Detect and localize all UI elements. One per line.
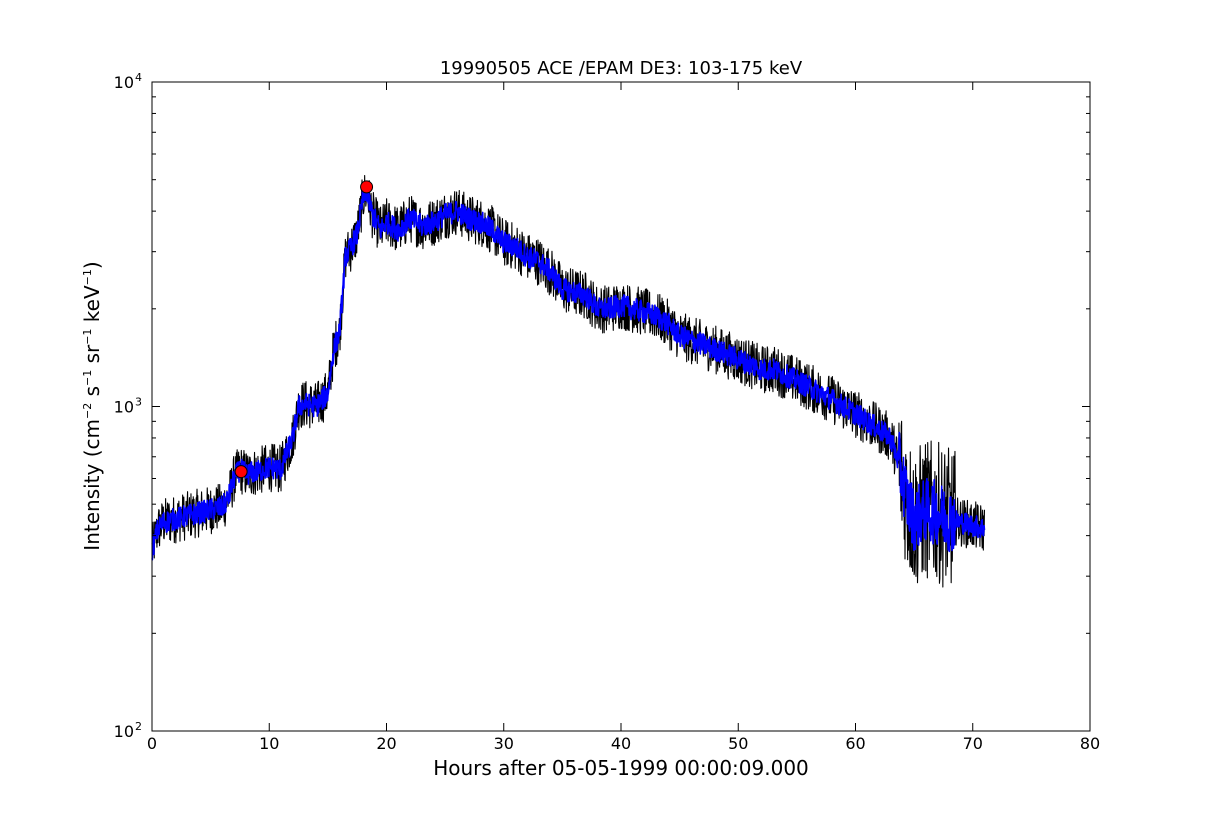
marker-point-2	[360, 180, 374, 194]
y-label-s: s	[80, 386, 104, 403]
x-tick-label: 70	[963, 734, 983, 753]
y-label-exp2: −1	[81, 370, 94, 386]
x-tick-label: 40	[611, 734, 631, 753]
y-label-exp1: −2	[81, 403, 94, 419]
y-axis-label: Intensity (cm−2 s−1 sr−1 keV−1)	[80, 261, 104, 550]
y-tick-label: 10	[114, 722, 134, 741]
tick-group	[151, 81, 1091, 732]
x-tick-label: 30	[494, 734, 514, 753]
y-label-end: )	[80, 261, 104, 269]
y-tick-label-exponent: 4	[135, 71, 142, 84]
y-label-exp3: −1	[81, 329, 94, 345]
y-tick-label-exponent: 3	[135, 396, 142, 409]
x-axis-label: Hours after 05-05-1999 00:00:09.000	[433, 756, 809, 780]
series-group	[151, 174, 986, 588]
x-tick-label: 80	[1080, 734, 1100, 753]
marker-group	[234, 180, 374, 479]
x-tick-labels: 0 10 20 30 40 50 60 70 80	[147, 734, 1100, 753]
x-tick-label: 60	[845, 734, 865, 753]
y-label-exp4: −1	[81, 269, 94, 285]
y-label-sr: sr	[80, 344, 104, 370]
plot-background	[152, 82, 1090, 731]
x-tick-label: 20	[376, 734, 396, 753]
x-tick-label: 10	[259, 734, 279, 753]
series-line-trace	[151, 183, 986, 561]
x-tick-label: 50	[728, 734, 748, 753]
plot-area	[151, 81, 1091, 732]
y-label-base: Intensity (cm	[80, 419, 104, 551]
y-tick-label: 10	[114, 73, 134, 92]
chart-title: 19990505 ACE /EPAM DE3: 103-175 keV	[440, 58, 803, 79]
x-tick-label: 0	[147, 734, 157, 753]
y-label-kev: keV	[80, 285, 104, 329]
marker-point-1	[234, 465, 248, 479]
y-tick-label-exponent: 2	[135, 720, 142, 733]
y-tick-label: 10	[114, 398, 134, 417]
